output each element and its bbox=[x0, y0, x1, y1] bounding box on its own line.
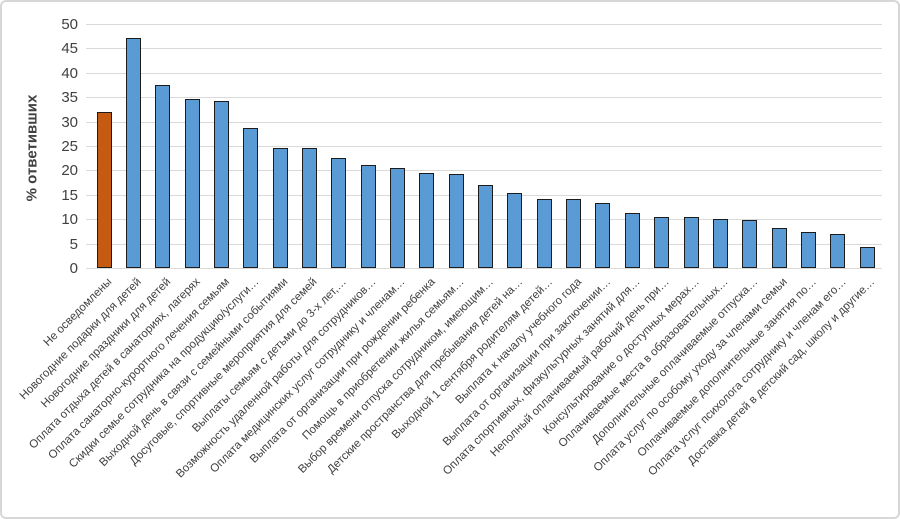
gridline bbox=[86, 48, 882, 50]
bar bbox=[390, 167, 405, 268]
bar bbox=[683, 217, 699, 268]
bar bbox=[272, 148, 288, 268]
bar bbox=[507, 193, 523, 268]
gridline bbox=[86, 268, 882, 269]
y-tick-label: 25 bbox=[61, 138, 78, 155]
bar bbox=[712, 219, 728, 268]
bar bbox=[624, 212, 640, 268]
y-tick-label: 15 bbox=[61, 186, 78, 204]
bar bbox=[125, 37, 141, 268]
bar bbox=[536, 198, 552, 268]
bar bbox=[448, 174, 464, 268]
gridline bbox=[86, 97, 882, 99]
y-tick-label: 20 bbox=[61, 162, 78, 180]
bar bbox=[830, 234, 846, 268]
bar bbox=[155, 84, 171, 268]
bar bbox=[800, 232, 816, 268]
bar bbox=[771, 228, 787, 268]
bar bbox=[566, 198, 582, 268]
plot-area bbox=[86, 24, 882, 269]
y-tick-label: 50 bbox=[61, 16, 78, 33]
gridline bbox=[86, 146, 882, 147]
gridline bbox=[86, 24, 882, 25]
bar bbox=[243, 128, 259, 268]
y-tick-label: 45 bbox=[61, 40, 78, 58]
bar bbox=[742, 220, 758, 268]
bar bbox=[184, 99, 200, 268]
gridline bbox=[86, 72, 882, 74]
bar bbox=[654, 217, 670, 268]
y-tick-label: 40 bbox=[61, 64, 78, 82]
y-tick-label: 0 bbox=[69, 260, 78, 277]
y-tick-label: 35 bbox=[61, 89, 78, 107]
gridline bbox=[86, 170, 882, 172]
bar bbox=[301, 148, 317, 268]
bar bbox=[478, 185, 494, 268]
bar bbox=[331, 157, 347, 268]
gridline bbox=[86, 121, 882, 123]
bar bbox=[859, 247, 875, 268]
bar bbox=[419, 172, 435, 268]
bar bbox=[213, 100, 229, 268]
bar bbox=[96, 111, 112, 268]
y-tick-label: 30 bbox=[61, 113, 78, 131]
bar bbox=[595, 202, 611, 268]
y-tick-label: 10 bbox=[61, 211, 78, 229]
y-tick-label: 5 bbox=[69, 235, 78, 253]
bar bbox=[360, 165, 376, 268]
